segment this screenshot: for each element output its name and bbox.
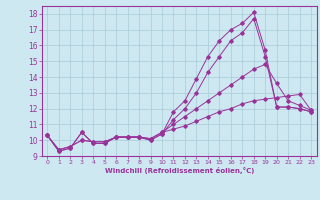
X-axis label: Windchill (Refroidissement éolien,°C): Windchill (Refroidissement éolien,°C) — [105, 167, 254, 174]
